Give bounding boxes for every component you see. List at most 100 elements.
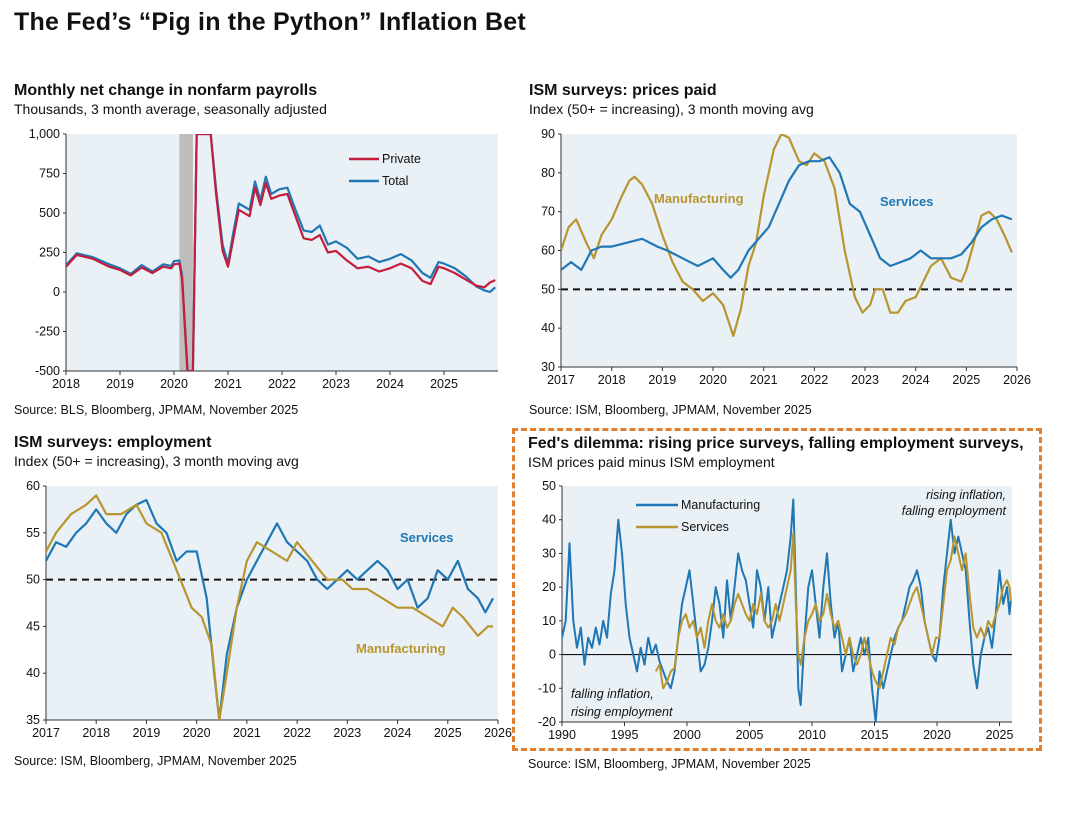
y-tick-label: 40 [542,513,556,527]
x-tick-label: 2019 [648,373,676,387]
y-tick-label: 70 [541,205,555,219]
legend-label-total: Total [382,174,408,188]
y-tick-label: 80 [541,166,555,180]
x-tick-label: 2025 [986,728,1014,742]
series-line-total [66,134,497,371]
series-label-manufacturing: Manufacturing [356,641,446,656]
y-tick-label: 250 [39,246,60,260]
x-tick-label: 2022 [800,373,828,387]
x-tick-label: 2017 [32,726,60,740]
dilemma-source: Source: ISM, Bloomberg, JPMAM, November … [528,757,811,771]
employment-panel: ISM surveys: employment Index (50+ = inc… [14,434,534,814]
dilemma-panel: 50 40 30 20 10 0 -10 -20 1990 1995 2000 2005 2010 201… [528,434,1048,814]
series-label-services: Services [880,194,934,209]
x-tick-label: 2017 [547,373,575,387]
y-tick-label: 0 [549,648,556,662]
x-tick-label: 2020 [699,373,727,387]
series-line-manufacturing [562,498,1012,722]
y-tick-label: 10 [542,614,556,628]
x-tick-label: 2010 [798,728,826,742]
series-line-private [66,134,496,371]
employment-title: ISM surveys: employment [14,434,212,451]
y-tick-label: -10 [538,681,556,695]
y-tick-label: -250 [35,325,60,339]
y-tick-label: 40 [26,666,40,680]
x-tick-label: 2022 [268,377,296,391]
annotation-bottom-line1: falling inflation, [571,687,654,701]
y-tick-label: 500 [39,206,60,220]
plot-area [562,486,1012,722]
y-tick-label: 50 [541,282,555,296]
x-tick-label: 2025 [430,377,458,391]
x-tick-label: 2019 [106,377,134,391]
x-tick-label: 2025 [434,726,462,740]
y-tick-label: 35 [26,713,40,727]
y-tick-label: 20 [542,580,556,594]
payrolls-subtitle: Thousands, 3 month average, seasonally a… [14,101,327,117]
x-tick-label: 2022 [283,726,311,740]
y-tick-label: 40 [541,321,555,335]
x-tick-label: 2020 [923,728,951,742]
y-tick-label: 50 [542,479,556,493]
plot-area [46,486,498,720]
recession-shading [179,134,193,371]
y-tick-label: 55 [26,526,40,540]
series-label-manufacturing: Manufacturing [654,191,744,206]
employment-subtitle: Index (50+ = increasing), 3 month moving… [14,453,299,469]
dilemma-title: Fed's dilemma: rising price surveys, fal… [528,435,1024,452]
prices-source: Source: ISM, Bloomberg, JPMAM, November … [529,403,812,417]
legend-label-private: Private [382,152,421,166]
x-tick-label: 2000 [673,728,701,742]
legend-label-services: Services [681,520,729,534]
annotation-top-line1: rising inflation, [926,488,1006,502]
series-label-services: Services [400,530,454,545]
x-tick-label: 2026 [484,726,512,740]
prices-subtitle: Index (50+ = increasing), 3 month moving… [529,101,814,117]
x-tick-label: 2005 [736,728,764,742]
y-tick-label: 0 [53,285,60,299]
y-tick-label: 60 [541,244,555,258]
x-tick-label: 2023 [333,726,361,740]
x-tick-label: 2024 [376,377,404,391]
y-tick-label: 90 [541,127,555,141]
payrolls-title: Monthly net change in nonfarm payrolls [14,82,318,99]
dilemma-title-block: Fed's dilemma: rising price surveys, fal… [528,434,1028,472]
x-tick-label: 2023 [322,377,350,391]
x-tick-label: 2025 [952,373,980,387]
series-line-services [561,156,1013,279]
x-tick-label: 2018 [598,373,626,387]
prices-title: ISM surveys: prices paid [529,82,717,99]
payrolls-panel: Monthly net change in nonfarm payrolls T… [14,82,534,462]
x-tick-label: 2024 [902,373,930,387]
prices-panel: ISM surveys: prices paid Index (50+ = in… [529,82,1049,462]
y-tick-label: -500 [35,364,60,378]
y-tick-label: 45 [26,619,40,633]
x-tick-label: 2021 [750,373,778,387]
x-tick-label: 2023 [851,373,879,387]
plot-area [66,134,498,371]
dilemma-subtitle: ISM prices paid minus ISM employment [528,454,775,470]
x-tick-label: 2020 [160,377,188,391]
x-tick-label: 2020 [183,726,211,740]
series-line-manufacturing [46,494,493,720]
x-tick-label: 2018 [52,377,80,391]
y-tick-label: 50 [26,573,40,587]
x-tick-label: 2021 [233,726,261,740]
x-tick-label: 2018 [82,726,110,740]
x-tick-label: 2015 [861,728,889,742]
series-line-services [46,498,494,720]
y-tick-label: 750 [39,167,60,181]
x-tick-label: 2026 [1003,373,1031,387]
x-tick-label: 2019 [133,726,161,740]
x-tick-label: 1990 [548,728,576,742]
annotation-bottom-line2: rising employment [571,705,673,719]
page-title: The Fed’s “Pig in the Python” Inflation … [14,8,526,36]
payrolls-source: Source: BLS, Bloomberg, JPMAM, November … [14,403,299,417]
y-tick-label: 30 [542,546,556,560]
x-tick-label: 2024 [384,726,412,740]
plot-area [561,134,1017,367]
